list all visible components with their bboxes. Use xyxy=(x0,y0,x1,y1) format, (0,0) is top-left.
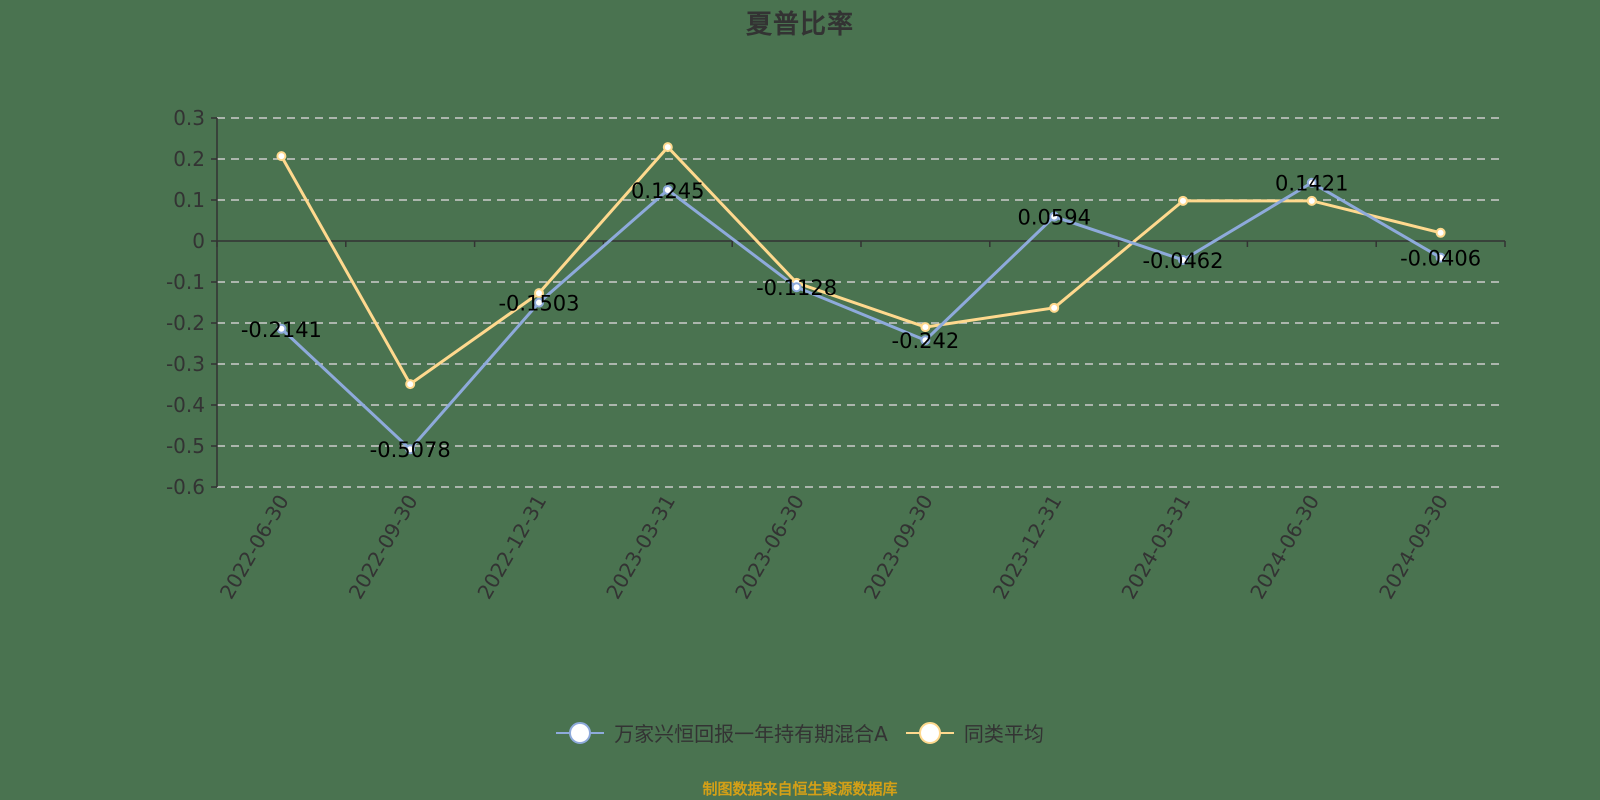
svg-text:2023-12-31: 2023-12-31 xyxy=(988,491,1067,604)
svg-text:-0.0462: -0.0462 xyxy=(1142,249,1223,273)
svg-text:0.1421: 0.1421 xyxy=(1275,172,1348,196)
svg-text:-0.4: -0.4 xyxy=(166,393,205,417)
svg-text:-0.6: -0.6 xyxy=(166,475,205,499)
legend-marker-icon xyxy=(556,721,605,744)
line-chart: 0.3 0.2 0.1 0 -0.1 -0.2 -0.3 -0.4 -0.5 -0.6 2022-… xyxy=(166,106,1506,604)
data-labels: -0.2141 -0.5078 -0.1503 0.1245 -0.1128 -0.242… xyxy=(241,172,1481,462)
svg-text:2024-09-30: 2024-09-30 xyxy=(1374,491,1453,604)
svg-text:-0.0406: -0.0406 xyxy=(1400,247,1481,271)
chart-title: 夏普比率 xyxy=(745,10,854,40)
svg-text:-0.5078: -0.5078 xyxy=(370,438,451,462)
svg-text:-0.1128: -0.1128 xyxy=(756,276,837,300)
svg-text:2024-06-30: 2024-06-30 xyxy=(1245,491,1324,604)
legend-label: 同类平均 xyxy=(963,722,1044,746)
svg-text:2022-09-30: 2022-09-30 xyxy=(344,491,423,604)
svg-text:-0.1: -0.1 xyxy=(166,270,205,294)
svg-text:-0.3: -0.3 xyxy=(166,352,205,376)
gridlines xyxy=(217,117,1505,488)
y-axis: 0.3 0.2 0.1 0 -0.1 -0.2 -0.3 -0.4 -0.5 -0.6 xyxy=(166,106,218,499)
svg-text:-0.1503: -0.1503 xyxy=(498,292,579,316)
svg-text:0.1: 0.1 xyxy=(173,188,205,212)
svg-text:2023-03-31: 2023-03-31 xyxy=(601,491,680,604)
legend-item-peer-average[interactable]: 同类平均 xyxy=(905,718,1044,747)
svg-text:-0.2: -0.2 xyxy=(166,311,205,335)
svg-text:0.3: 0.3 xyxy=(173,106,205,130)
source-note: 制图数据来自恒生聚源数据库 xyxy=(702,780,898,798)
svg-text:0: 0 xyxy=(192,229,205,253)
svg-text:2024-03-31: 2024-03-31 xyxy=(1116,491,1195,604)
legend-marker-icon xyxy=(905,721,954,744)
svg-text:2022-06-30: 2022-06-30 xyxy=(215,491,294,604)
svg-text:0.0594: 0.0594 xyxy=(1017,206,1090,230)
series-layer xyxy=(276,142,1446,455)
svg-text:-0.5: -0.5 xyxy=(166,434,205,458)
svg-text:0.1245: 0.1245 xyxy=(631,179,704,203)
svg-text:2022-12-31: 2022-12-31 xyxy=(472,491,551,604)
svg-text:0.2: 0.2 xyxy=(173,147,205,171)
svg-text:-0.242: -0.242 xyxy=(892,329,960,353)
svg-text:2023-09-30: 2023-09-30 xyxy=(859,491,938,604)
legend: 万家兴恒回报一年持有期混合A 同类平均 xyxy=(0,718,1600,747)
svg-text:-0.2141: -0.2141 xyxy=(241,318,322,342)
legend-label: 万家兴恒回报一年持有期混合A xyxy=(614,722,888,746)
x-axis: 2022-06-30 2022-09-30 2022-12-31 2023-03-31… xyxy=(215,240,1506,604)
svg-text:2023-06-30: 2023-06-30 xyxy=(730,491,809,604)
legend-item-fund[interactable]: 万家兴恒回报一年持有期混合A xyxy=(556,718,888,747)
